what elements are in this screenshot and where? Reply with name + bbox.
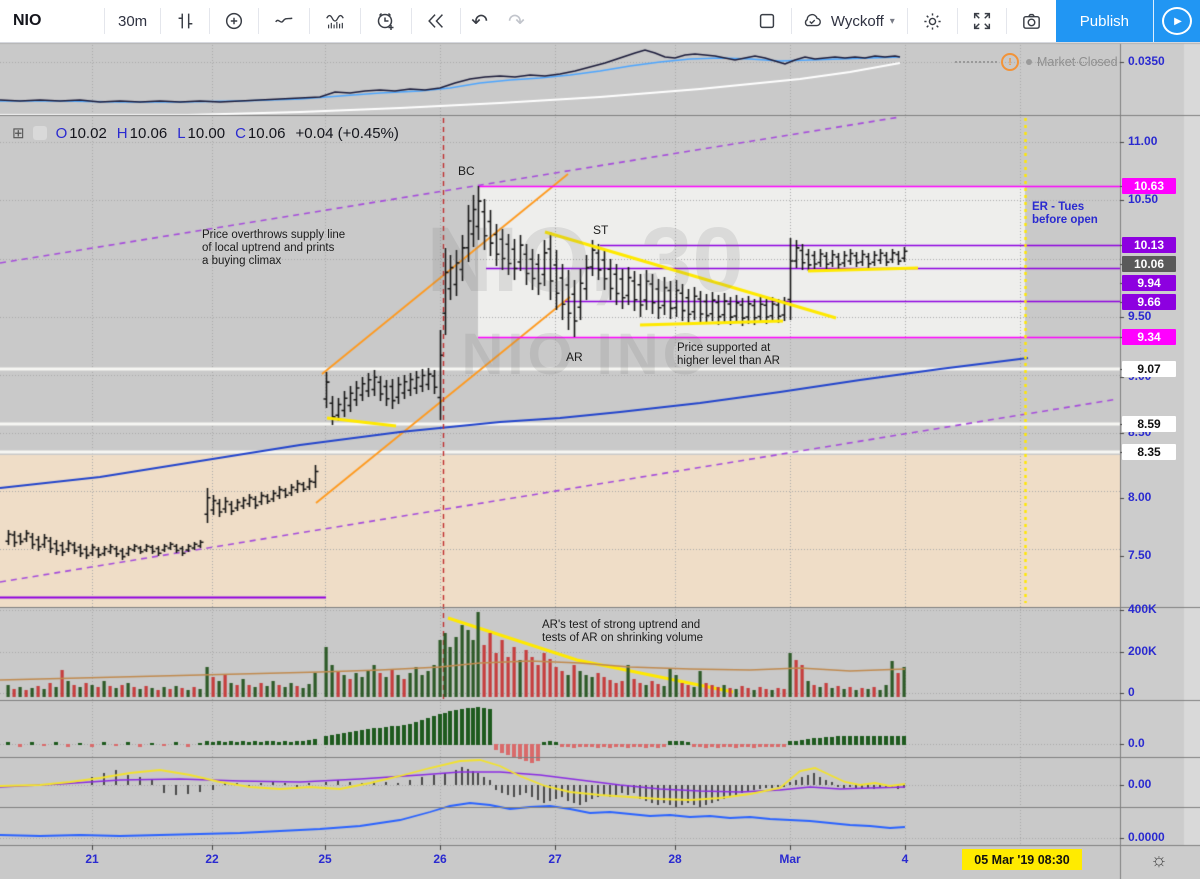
- close-value: 10.06: [247, 124, 286, 142]
- replay-icon[interactable]: [412, 0, 460, 42]
- volume-note[interactable]: AR's test of strong uptrend and tests of…: [542, 619, 704, 644]
- time-label-25: 25: [318, 852, 332, 866]
- toolbar-separator: [104, 8, 105, 34]
- price-label-400K: 400K: [1128, 602, 1157, 616]
- open-value: 10.02: [69, 124, 107, 142]
- series-color-swatch: [32, 126, 47, 140]
- price-label-0.0350: 0.0350: [1128, 54, 1165, 68]
- low-label: L: [177, 124, 186, 142]
- price-label-9.94: 9.94: [1122, 275, 1176, 291]
- screenshot-camera-icon[interactable]: [1007, 0, 1056, 42]
- support-note[interactable]: Price supported at higher level than AR: [677, 342, 780, 367]
- layout-name-label: Wyckoff: [830, 12, 884, 30]
- price-label-11.00: 11.00: [1128, 134, 1158, 148]
- next-bar-timestamp: 05 Mar '19 08:30: [962, 849, 1082, 870]
- close-label: C: [235, 124, 246, 142]
- earnings-note[interactable]: ER - Tues before open: [1032, 201, 1098, 226]
- time-label-Mar: Mar: [779, 852, 801, 866]
- price-label-9.66: 9.66: [1122, 294, 1176, 310]
- price-label-8.35: 8.35: [1122, 444, 1176, 460]
- price-label-0.0000: 0.0000: [1128, 830, 1165, 844]
- supply-line-note[interactable]: Price overthrows supply line of local up…: [202, 229, 346, 267]
- secondary-test-marker[interactable]: ST: [593, 223, 609, 237]
- price-label-9.34: 9.34: [1122, 329, 1176, 345]
- toolbar-separator: [411, 8, 413, 34]
- interval-button[interactable]: 30m: [118, 12, 148, 30]
- bullet-dot-icon: [1026, 59, 1032, 65]
- time-label-28: 28: [668, 852, 682, 866]
- toolbar-separator: [906, 8, 908, 34]
- high-value: 10.06: [129, 124, 168, 142]
- low-value: 10.00: [187, 124, 226, 142]
- chevron-down-icon: ▾: [889, 15, 895, 27]
- dotted-line: [955, 61, 997, 63]
- chart-style-icon[interactable]: [161, 0, 209, 42]
- toolbar-separator: [309, 8, 311, 34]
- buying-climax-marker[interactable]: BC: [458, 164, 475, 178]
- publish-button[interactable]: Publish: [1055, 0, 1153, 42]
- maximize-pane-icon[interactable]: ⊞: [12, 125, 25, 142]
- time-label-21: 21: [85, 852, 99, 866]
- alert-clock-icon[interactable]: [361, 0, 411, 42]
- price-label-9.50: 9.50: [1128, 309, 1152, 323]
- price-label-0.00: 0.00: [1128, 777, 1152, 791]
- time-label-27: 27: [548, 852, 562, 866]
- price-label-8.59: 8.59: [1122, 416, 1176, 432]
- fullscreen-icon[interactable]: [958, 0, 1006, 42]
- price-label-0.0: 0.0: [1128, 736, 1145, 750]
- market-alert-icon: !: [1001, 53, 1019, 71]
- toolbar-separator: [460, 8, 462, 34]
- time-label-26: 26: [433, 852, 447, 866]
- toolbar-separator: [160, 8, 162, 34]
- toolbar-separator: [209, 8, 211, 34]
- toolbar-separator: [790, 8, 792, 34]
- layout-icon[interactable]: [743, 0, 791, 42]
- price-label-10.50: 10.50: [1128, 192, 1159, 206]
- settings-gear-icon[interactable]: [908, 0, 957, 42]
- toolbar-separator: [956, 8, 958, 34]
- play-icon: ▶: [1162, 7, 1192, 35]
- publish-menu-button[interactable]: ▶: [1153, 0, 1200, 42]
- time-label-4: 4: [901, 852, 909, 866]
- price-label-0: 0: [1128, 685, 1135, 699]
- price-label-10.63: 10.63: [1122, 178, 1176, 194]
- line-style-icon[interactable]: [259, 0, 309, 42]
- toolbar-separator: [1005, 8, 1007, 34]
- price-axis[interactable]: 0.0350 11.00 10.63 10.50 10.13 10.06 9.94 9.66 9…: [1120, 43, 1200, 845]
- price-label-7.50: 7.50: [1128, 548, 1152, 562]
- ohlc-legend: ⊞ O 10.02 H 10.06 L 10.00 C 10.06 +0.04 (+0.…: [12, 124, 399, 143]
- automatic-rally-marker[interactable]: AR: [566, 350, 583, 364]
- price-label-10.06: 10.06: [1122, 256, 1176, 272]
- brightness-settings-icon[interactable]: ☼: [1150, 850, 1168, 871]
- compare-plus-icon[interactable]: [210, 0, 258, 42]
- time-label-22: 22: [205, 852, 219, 866]
- open-label: O: [55, 124, 68, 142]
- cloud-save-icon: [800, 10, 824, 32]
- price-label-9.07: 9.07: [1122, 361, 1176, 377]
- toolbar: NIO 30m ↶ ↷: [0, 0, 1200, 43]
- indicators-icon[interactable]: [310, 0, 360, 42]
- price-label-10.13: 10.13: [1122, 237, 1176, 253]
- high-label: H: [116, 124, 128, 142]
- market-closed-label: Market Closed: [1037, 55, 1118, 69]
- time-axis[interactable]: 21 22 25 26 27 28 Mar 4: [0, 845, 1120, 879]
- toolbar-separator: [360, 8, 362, 34]
- redo-icon[interactable]: ↷: [507, 10, 525, 33]
- undo-icon[interactable]: ↶: [471, 10, 488, 33]
- market-status: ! Market Closed: [955, 53, 1118, 71]
- price-label-8.00: 8.00: [1128, 490, 1152, 504]
- symbol-search-button[interactable]: NIO: [13, 12, 42, 29]
- save-layout-button[interactable]: Wyckoff ▾: [792, 0, 907, 42]
- toolbar-separator: [258, 8, 260, 34]
- price-label-200K: 200K: [1128, 644, 1157, 658]
- change-value: +0.04 (+0.45%): [295, 124, 399, 142]
